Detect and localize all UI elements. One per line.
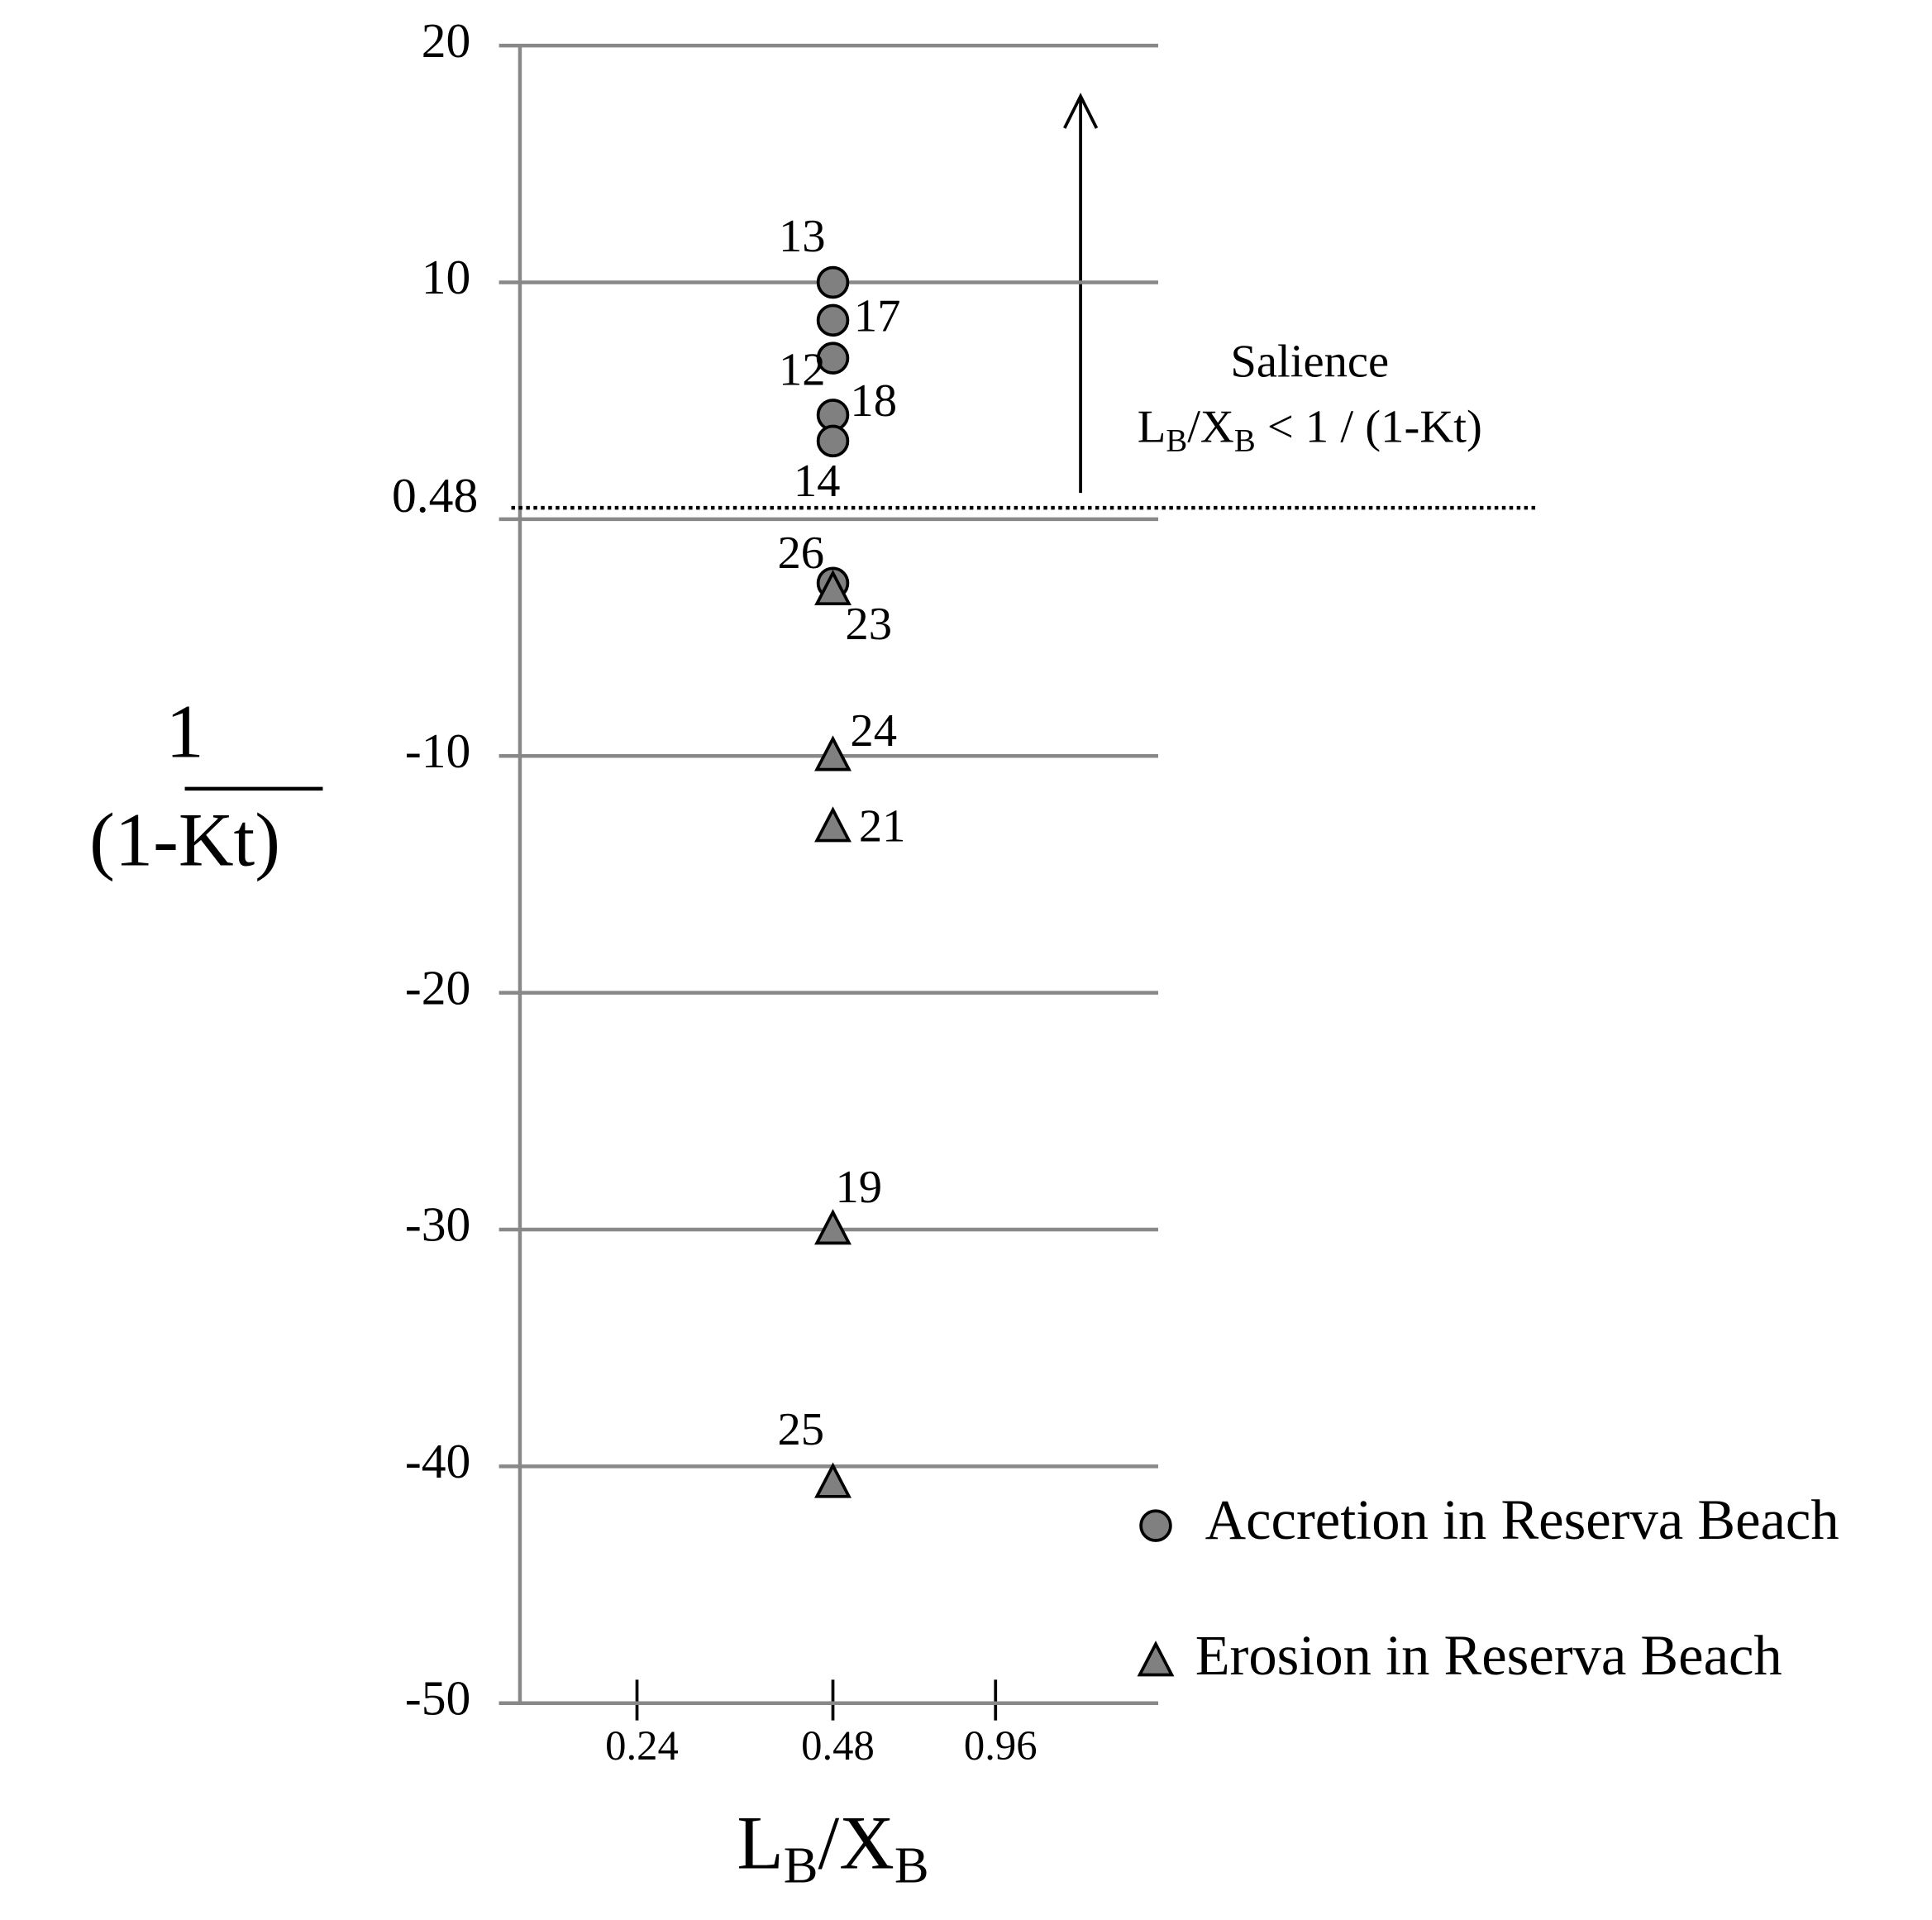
y-tick-label: -10 (405, 724, 470, 778)
x-tick-label: 0.24 (605, 1722, 679, 1769)
arrow-head (1063, 93, 1099, 129)
y-tick-label: 10 (422, 250, 471, 304)
legend-marker (1139, 1509, 1172, 1542)
annotation-part: /X (1187, 402, 1234, 453)
y-tick-label: -50 (405, 1670, 470, 1725)
point (814, 569, 852, 606)
point (816, 341, 850, 375)
point-label: 13 (779, 211, 826, 262)
point-label: 25 (777, 1404, 824, 1455)
point-label: 17 (854, 290, 901, 341)
point (816, 424, 850, 458)
annotation-title: Salience (1230, 337, 1389, 388)
x-label-part: /X (818, 1801, 894, 1885)
x-label-part: B (894, 1836, 929, 1894)
legend-label: Accretion in Reserva Beach (1205, 1488, 1839, 1551)
x-label-part: L (737, 1801, 783, 1885)
point (814, 1209, 852, 1245)
annotation: LB/XB < 1 / (1-Kt) (1138, 402, 1482, 459)
point-label: 12 (779, 345, 826, 396)
point-label: 21 (859, 801, 906, 853)
y-tick-label: -30 (405, 1197, 470, 1252)
legend-label: Erosion in Reserva Beach (1195, 1624, 1782, 1687)
point (814, 806, 852, 843)
point (816, 265, 850, 299)
x-tick-label: 0.96 (964, 1722, 1038, 1769)
y-label-numerator: 1 (165, 689, 203, 773)
point-label: 14 (794, 456, 841, 507)
annotation-part: L (1138, 402, 1166, 453)
reference-label: 0.48 (392, 468, 478, 523)
x-tick-label: 0.48 (801, 1722, 875, 1769)
point-label: 24 (850, 705, 897, 757)
point-label: 23 (845, 599, 892, 650)
point (814, 735, 852, 771)
plot: 1 (1-Kt) Salience LB/XB < 1 / (1-Kt) LB/… (89, 13, 1839, 1894)
point (814, 1462, 852, 1498)
point-label: 19 (835, 1162, 882, 1213)
x-label: LB/XB (737, 1801, 928, 1894)
point (816, 303, 850, 337)
y-tick-label: -40 (405, 1434, 470, 1488)
annotation-part: < 1 / (1-Kt) (1256, 402, 1482, 453)
legend-marker (1137, 1641, 1175, 1677)
y-label-denominator: (1-Kt) (89, 798, 280, 882)
x-label-part: B (784, 1836, 818, 1894)
y-tick-label: 20 (422, 13, 471, 68)
annotation-part: B (1166, 423, 1187, 458)
y-tick-label: -20 (405, 960, 470, 1015)
point-label: 18 (850, 375, 897, 427)
point-label: 26 (777, 528, 824, 579)
annotation-part: B (1234, 423, 1256, 458)
